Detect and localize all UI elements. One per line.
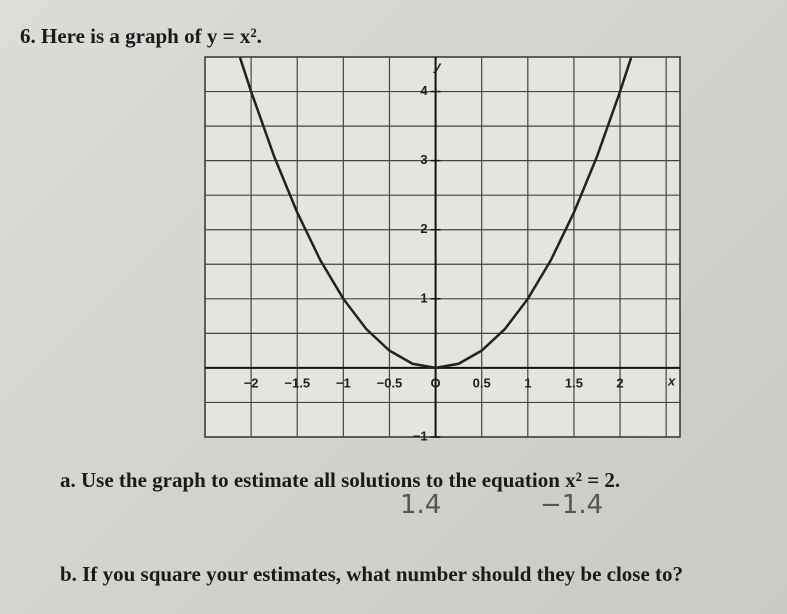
question: 6. Here is a graph of y = x². bbox=[20, 24, 262, 48]
answer: −1.4 bbox=[540, 490, 604, 520]
x-tick-label: −1.5 bbox=[284, 375, 310, 390]
x-tick-label: 1.5 bbox=[565, 375, 583, 390]
x-tick-label: 0.5 bbox=[473, 375, 491, 390]
y-tick-label: −1 bbox=[413, 428, 428, 443]
x-tick-label: 1 bbox=[524, 375, 531, 390]
x-tick-label: −0.5 bbox=[377, 375, 403, 390]
y-tick-label: 3 bbox=[420, 152, 427, 167]
x-tick-label: −2 bbox=[244, 375, 259, 390]
y-tick-label: 1 bbox=[420, 290, 427, 305]
x-tick-label: O bbox=[431, 375, 441, 390]
plot-area bbox=[204, 56, 681, 438]
x-tick-label: −1 bbox=[336, 375, 351, 390]
y-axis-label: y bbox=[433, 58, 442, 73]
answer: 1.4 bbox=[400, 490, 442, 520]
y-tick-label: 4 bbox=[420, 83, 428, 98]
part-b: b. If you square your estimates, what nu… bbox=[60, 562, 684, 586]
y-tick-label: 2 bbox=[420, 221, 427, 236]
part-a: a. Use the graph to estimate all solutio… bbox=[60, 468, 621, 492]
x-axis-label: x bbox=[667, 373, 676, 388]
curve bbox=[238, 57, 633, 370]
x-tick-label: 2 bbox=[616, 375, 623, 390]
